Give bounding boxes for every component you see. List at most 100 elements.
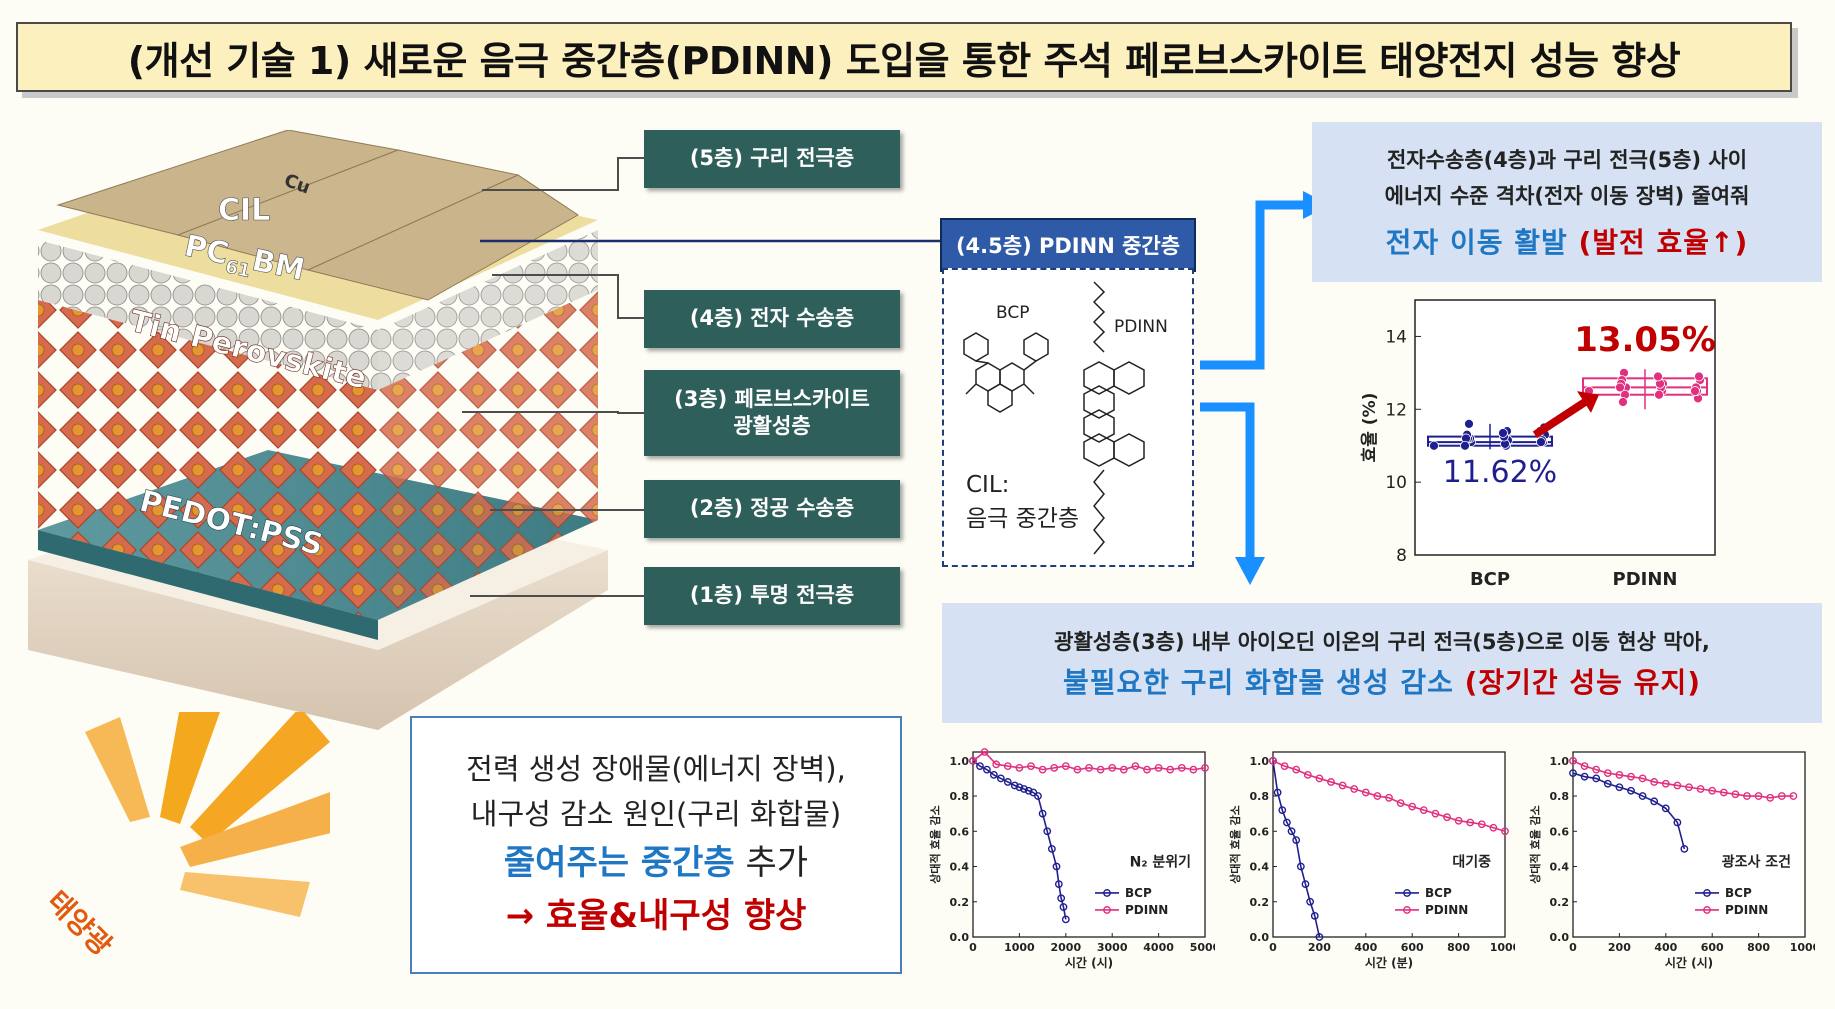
- y-tick-label: 0.8: [1250, 790, 1270, 803]
- condition-label: 광조사 조건: [1722, 854, 1791, 871]
- x-tick-label: 3000: [1097, 941, 1128, 954]
- y-tick-label: 8: [1396, 546, 1407, 566]
- y-tick-label: 0.6: [1250, 825, 1270, 838]
- info-highlight: 불필요한 구리 화합물 생성 감소 (장기간 성능 유지): [1063, 661, 1701, 701]
- x-tick-label: BCP: [1470, 569, 1510, 590]
- layer-box-electron-transport: (4층) 전자 수송층: [644, 290, 900, 348]
- data-point: [969, 756, 977, 765]
- data-point: [1047, 845, 1056, 853]
- x-axis-label: 시간 (시): [1665, 955, 1713, 970]
- data-point: [1685, 783, 1693, 792]
- y-axis-label: 상대적 효율 감소: [1528, 805, 1542, 884]
- data-point: [1690, 386, 1700, 396]
- data-point: [1054, 880, 1063, 889]
- data-point: [1131, 762, 1140, 770]
- legend-label: BCP: [1125, 886, 1152, 900]
- x-tick-label: 400: [1654, 941, 1677, 954]
- series-line: [1572, 772, 1686, 850]
- stability-chart-air: 0.0 0.2 0.4 0.6 0.8 1.0 0 200 400 600 800 1000 시간 (분…: [1228, 751, 1515, 970]
- layer-box-hole-transport: (2층) 정공 수송층: [644, 480, 900, 538]
- condition-label: 대기중: [1452, 855, 1491, 871]
- y-tick-label: 14: [1385, 327, 1407, 347]
- data-point: [1396, 799, 1405, 807]
- data-point: [1287, 827, 1296, 836]
- y-tick-label: 10: [1385, 473, 1407, 493]
- y-tick-label: 0.4: [950, 861, 970, 874]
- y-tick-label: 0.8: [1550, 790, 1570, 803]
- molecule-structures-drawing: BCP PDINN CIL: 음극 중간층: [963, 281, 1168, 555]
- data-point: [1273, 788, 1282, 797]
- data-point: [1754, 792, 1763, 800]
- data-point: [1766, 793, 1775, 802]
- data-point: [1680, 845, 1689, 853]
- data-point: [1603, 769, 1612, 778]
- condition-label: N₂ 분위기: [1130, 855, 1191, 871]
- legend-marker: [1403, 906, 1411, 914]
- data-point: [1694, 371, 1704, 382]
- x-tick-label: 5000: [1190, 941, 1215, 954]
- data-point: [1385, 793, 1393, 802]
- y-tick-label: 0.2: [950, 896, 970, 909]
- cil-label: CIL: [218, 193, 270, 228]
- data-point: [1034, 792, 1042, 800]
- data-point: [1301, 880, 1310, 889]
- data-point: [1315, 774, 1324, 783]
- data-point: [1638, 792, 1647, 800]
- data-point: [1627, 786, 1635, 795]
- data-point: [992, 760, 1001, 769]
- y-tick-label: 1.0: [950, 755, 970, 768]
- data-point: [1580, 772, 1589, 781]
- data-point: [1073, 765, 1082, 774]
- data-point: [1653, 371, 1663, 382]
- y-tick-label: 12: [1385, 400, 1407, 420]
- series-line: [1572, 760, 1794, 799]
- efficiency-box-chart: 8 10 12 14 효율 (%) BCP PDINN 11.62% 13.05%: [1360, 299, 1716, 590]
- data-point: [1696, 785, 1705, 793]
- x-axis-label: 시간 (시): [1065, 955, 1113, 970]
- data-point: [1003, 778, 1012, 786]
- x-tick-label: 0: [1269, 941, 1277, 954]
- data-point: [1283, 818, 1291, 827]
- data-point: [1061, 915, 1070, 924]
- summary-box: 전력 생성 장애물(에너지 장벽), 내구성 감소 원인(구리 화합물) 줄여주…: [410, 716, 902, 974]
- x-tick-label: 2000: [1050, 941, 1081, 954]
- data-point: [1038, 809, 1047, 818]
- data-point: [1027, 762, 1035, 770]
- data-point: [1569, 769, 1577, 778]
- stability-chart-n2: 0.0 0.2 0.4 0.6 0.8 1.0 0 1000 2000 3000 4000 5000 시…: [928, 748, 1215, 970]
- data-point: [1466, 818, 1475, 827]
- sunlight-label: 태양광: [41, 884, 119, 962]
- data-point: [1269, 756, 1277, 765]
- data-point: [1373, 792, 1382, 800]
- summary-result: → 효율&내구성 향상: [505, 895, 807, 936]
- data-point: [976, 762, 984, 770]
- improvement-arrowhead: [1577, 391, 1599, 413]
- y-tick-label: 0.4: [1250, 861, 1270, 874]
- info-panel-efficiency: 전자수송층(4층)과 구리 전극(5층) 사이 에너지 수준 격차(전자 이동 …: [1312, 122, 1822, 282]
- layer-label-line2: 광활성층: [733, 414, 811, 438]
- pcbm-label: PC61BM: [180, 229, 307, 293]
- legend-marker: [1403, 889, 1411, 897]
- y-tick-label: 0.6: [950, 825, 970, 838]
- x-tick-label: PDINN: [1613, 569, 1678, 590]
- data-point: [1569, 756, 1577, 765]
- y-axis-label: 효율 (%): [1360, 393, 1380, 463]
- data-point: [1096, 765, 1105, 774]
- data-point: [1350, 785, 1359, 793]
- legend-marker: [1703, 906, 1711, 914]
- data-point: [1057, 894, 1066, 903]
- x-tick-label: 600: [1701, 941, 1724, 954]
- y-tick-label: 1.0: [1550, 755, 1570, 768]
- molecule-structures-panel: BCP PDINN CIL: 음극 중간층: [942, 268, 1194, 567]
- data-point: [1731, 790, 1740, 799]
- data-point: [1777, 792, 1786, 800]
- data-point: [1043, 827, 1052, 836]
- improvement-arrow: [1532, 398, 1588, 439]
- data-point: [1615, 382, 1625, 393]
- plot-frame: [1272, 751, 1506, 938]
- data-point: [1189, 765, 1198, 774]
- info-highlight: 전자 이동 활발 (발전 효율↑): [1386, 221, 1749, 261]
- data-point: [1498, 428, 1508, 438]
- data-point: [1003, 762, 1012, 770]
- y-tick-label: 0.4: [1550, 861, 1570, 874]
